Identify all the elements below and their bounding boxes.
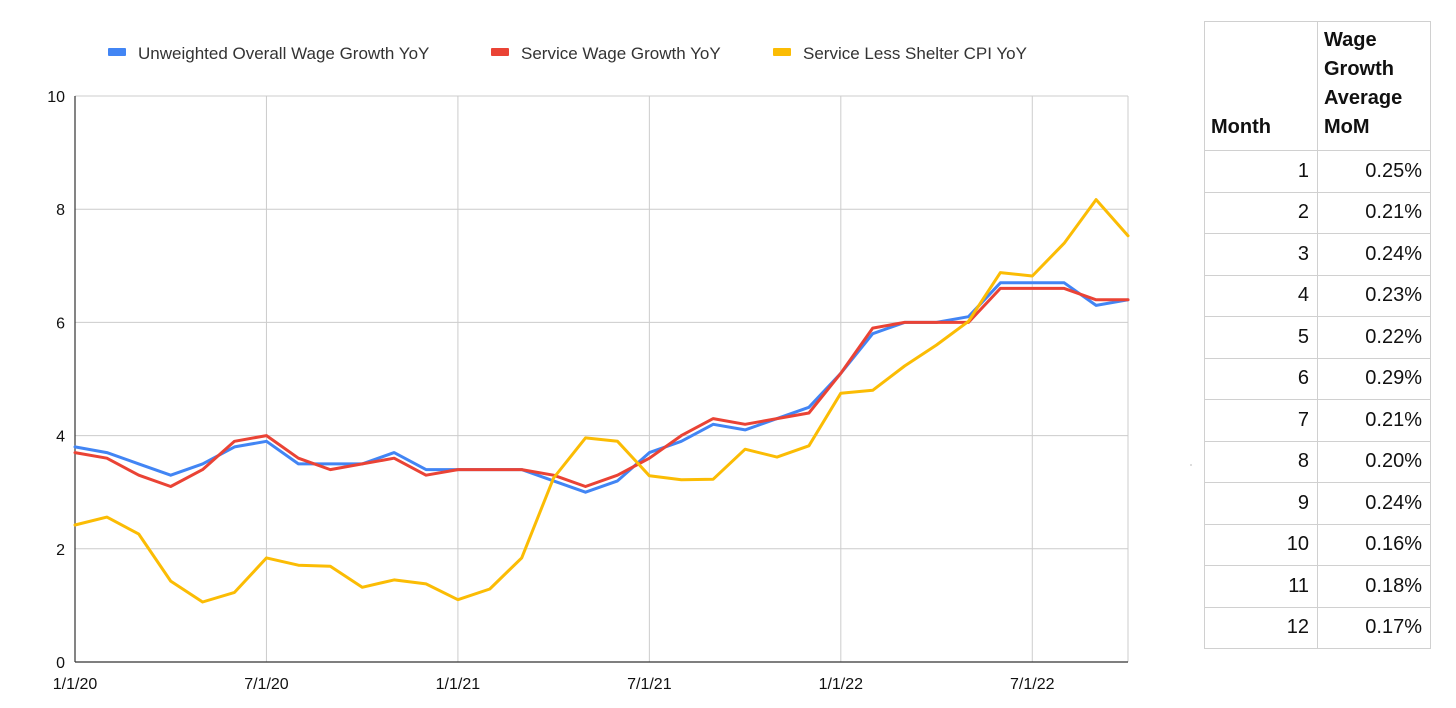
chart-series xyxy=(73,198,1130,604)
table-row: 2 0.21% xyxy=(1204,191,1431,234)
table-row: 5 0.22% xyxy=(1204,316,1431,359)
legend-swatch xyxy=(491,48,509,56)
wage-growth-cell: 0.17% xyxy=(1317,606,1431,649)
x-tick-label: 1/1/22 xyxy=(819,676,864,693)
x-tick-label: 7/1/22 xyxy=(1010,676,1055,693)
month-cell: 3 xyxy=(1204,233,1318,276)
table-row: 1 0.25% xyxy=(1204,150,1431,193)
wage-growth-cell: 0.22% xyxy=(1317,316,1431,359)
wage-growth-cell: 0.21% xyxy=(1317,399,1431,442)
y-tick-label: 4 xyxy=(56,429,65,446)
line-chart: Unweighted Overall Wage Growth YoY Servic… xyxy=(47,44,1130,693)
legend-item: Unweighted Overall Wage Growth YoY xyxy=(108,44,429,63)
table-body: 1 0.25% 2 0.21% 3 0.24% 4 0.23% 5 0.22% 6 0.29% 7 0.2… xyxy=(1204,150,1431,649)
chart-gridlines xyxy=(74,95,1129,662)
x-tick-label: 1/1/21 xyxy=(436,676,481,693)
month-cell: 10 xyxy=(1204,523,1318,566)
month-cell: 4 xyxy=(1204,274,1318,317)
wage-growth-cell: 0.21% xyxy=(1317,191,1431,234)
month-cell: 9 xyxy=(1204,482,1318,525)
chart-legend: Unweighted Overall Wage Growth YoY Servic… xyxy=(108,44,1027,63)
x-axis: 1/1/20 7/1/20 1/1/21 7/1/21 1/1/22 7/1/22 xyxy=(53,661,1128,693)
y-tick-label: 8 xyxy=(56,202,65,219)
table-row: 12 0.17% xyxy=(1204,606,1431,649)
table-row: 9 0.24% xyxy=(1204,482,1431,525)
legend-item: Service Less Shelter CPI YoY xyxy=(773,44,1027,63)
table-row: 7 0.21% xyxy=(1204,399,1431,442)
y-tick-label: 0 xyxy=(56,655,65,672)
wage-growth-table: Month Wage Growth Average MoM 1 0.25% 2 0.2… xyxy=(1204,21,1431,649)
table-row: 10 0.16% xyxy=(1204,523,1431,566)
table-header-row: Month Wage Growth Average MoM xyxy=(1204,21,1431,151)
x-tick-label: 7/1/20 xyxy=(244,676,289,693)
table-row: 6 0.29% xyxy=(1204,357,1431,400)
wage-growth-cell: 0.16% xyxy=(1317,523,1431,566)
series-line-2 xyxy=(73,286,1130,488)
table-row: 4 0.23% xyxy=(1204,274,1431,317)
x-tick-label: 7/1/21 xyxy=(627,676,672,693)
month-cell: 11 xyxy=(1204,565,1318,608)
month-cell: 12 xyxy=(1204,606,1318,649)
month-cell: 8 xyxy=(1204,440,1318,483)
legend-swatch xyxy=(108,48,126,56)
legend-label: Service Wage Growth YoY xyxy=(521,44,721,63)
header-wage-growth: Wage Growth Average MoM xyxy=(1317,21,1431,151)
series-line-3 xyxy=(73,198,1130,604)
table-row: 11 0.18% xyxy=(1204,565,1431,608)
month-cell: 2 xyxy=(1204,191,1318,234)
legend-label: Service Less Shelter CPI YoY xyxy=(803,44,1027,63)
mom-table: Month Wage Growth Average MoM 1 0.25% 2 0.2… xyxy=(1204,21,1431,649)
stray-dot xyxy=(1190,464,1192,466)
month-cell: 7 xyxy=(1204,399,1318,442)
wage-growth-cell: 0.25% xyxy=(1317,150,1431,193)
table-row: 3 0.24% xyxy=(1204,233,1431,276)
legend-label: Unweighted Overall Wage Growth YoY xyxy=(138,44,429,63)
y-tick-label: 2 xyxy=(56,542,65,559)
legend-item: Service Wage Growth YoY xyxy=(491,44,721,63)
month-cell: 6 xyxy=(1204,357,1318,400)
y-tick-label: 6 xyxy=(56,315,65,332)
month-cell: 5 xyxy=(1204,316,1318,359)
legend-swatch xyxy=(773,48,791,56)
y-tick-label: 10 xyxy=(47,89,65,106)
wage-growth-cell: 0.18% xyxy=(1317,565,1431,608)
y-axis: 0 2 4 6 8 10 xyxy=(47,89,76,672)
wage-growth-cell: 0.24% xyxy=(1317,233,1431,276)
wage-growth-cell: 0.29% xyxy=(1317,357,1431,400)
wage-growth-cell: 0.20% xyxy=(1317,440,1431,483)
wage-growth-cell: 0.23% xyxy=(1317,274,1431,317)
wage-growth-cell: 0.24% xyxy=(1317,482,1431,525)
month-cell: 1 xyxy=(1204,150,1318,193)
x-tick-label: 1/1/20 xyxy=(53,676,98,693)
series-line-1 xyxy=(73,281,1130,494)
table-row: 8 0.20% xyxy=(1204,440,1431,483)
header-month: Month xyxy=(1204,21,1318,151)
